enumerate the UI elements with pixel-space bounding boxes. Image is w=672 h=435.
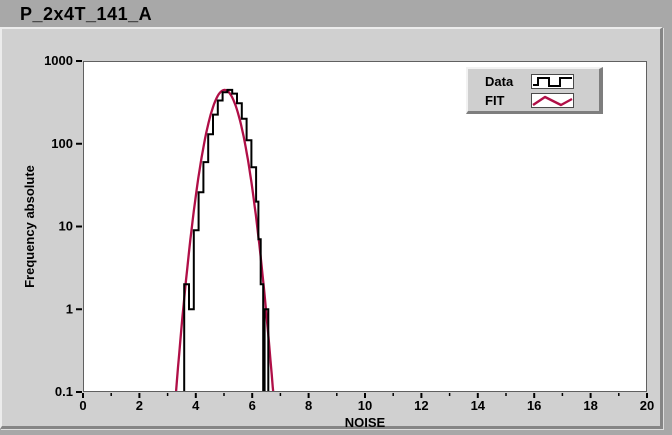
plot-area [83, 61, 647, 392]
y-axis-label: Frequency absolute [22, 165, 37, 288]
x-tick-label: 8 [305, 398, 312, 413]
x-tick-label: 14 [471, 398, 486, 413]
fit-series-path [174, 88, 275, 392]
legend-item-fit[interactable]: FIT [468, 91, 599, 110]
y-tick-label: 10 [59, 219, 73, 234]
x-tick-label: 18 [583, 398, 597, 413]
data-series-path [183, 88, 270, 392]
y-tick-label: 0.1 [55, 384, 73, 399]
x-axis-label: NOISE [345, 415, 386, 430]
y-tick-label: 1000 [44, 53, 73, 68]
x-tick-label: 20 [640, 398, 654, 413]
x-tick-label: 16 [527, 398, 541, 413]
x-tick-label: 0 [79, 398, 86, 413]
y-tick-label: 1 [66, 301, 73, 316]
x-tick-label: 10 [358, 398, 372, 413]
legend-label-fit: FIT [485, 93, 505, 108]
x-tick-label: 2 [136, 398, 143, 413]
window-title: P_2x4T_141_A [20, 4, 153, 24]
x-tick-label: 12 [414, 398, 428, 413]
x-tick-label: 6 [249, 398, 256, 413]
x-tick-label: 4 [192, 398, 200, 413]
plot-legend: Data FIT [466, 67, 603, 114]
y-tick-label: 100 [51, 136, 73, 151]
legend-label-data: Data [485, 74, 514, 89]
zigzag-line-icon[interactable] [531, 93, 574, 108]
plot-frame [83, 61, 647, 392]
square-wave-icon[interactable] [531, 74, 574, 89]
legend-item-data[interactable]: Data [468, 72, 599, 91]
